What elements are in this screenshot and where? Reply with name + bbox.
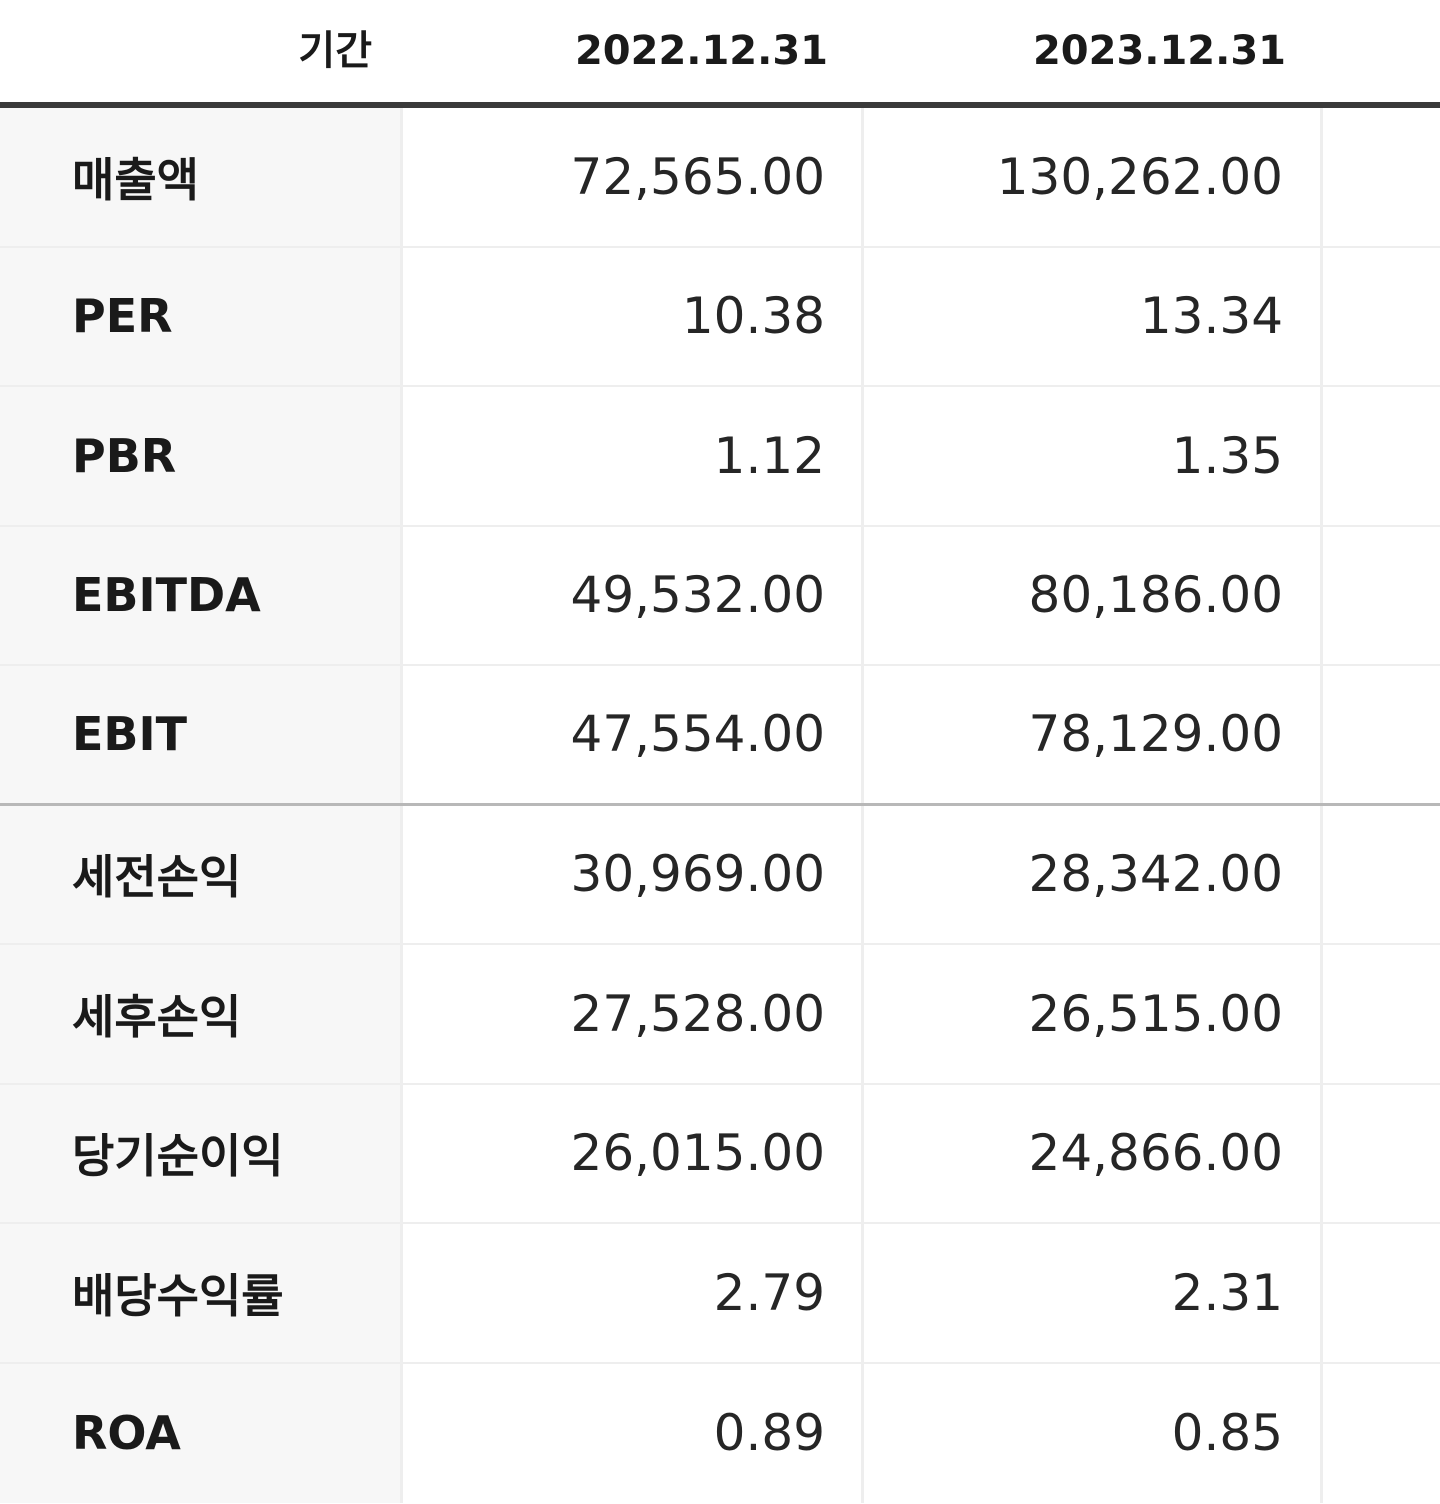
table-row: 당기순이익 26,015.00 24,866.00: [0, 1084, 1440, 1224]
row-value-2022: 10.38: [406, 247, 864, 385]
row-value-2023: 78,129.00: [867, 666, 1323, 803]
row-value-2023: 2.31: [867, 1224, 1323, 1362]
row-extra-cell: [1323, 666, 1440, 803]
row-label: 세전손익: [0, 805, 403, 943]
row-extra-cell: [1323, 108, 1440, 246]
row-extra-cell: [1323, 805, 1440, 943]
table-row: PER 10.38 13.34: [0, 247, 1440, 387]
row-value-2022: 49,532.00: [406, 526, 864, 664]
header-period-label: 기간: [298, 28, 372, 74]
row-value-2022: 26,015.00: [406, 1084, 864, 1222]
row-value-2022: 30,969.00: [406, 805, 864, 943]
row-value-2023: 1.35: [867, 387, 1323, 525]
table-header: 기간 2022.12.31 2023.12.31: [0, 0, 1440, 108]
row-extra-cell: [1323, 247, 1440, 385]
row-label: 당기순이익: [0, 1084, 403, 1222]
row-label: ROA: [0, 1363, 403, 1503]
header-period-2022: 2022.12.31: [574, 28, 828, 74]
row-extra-cell: [1323, 387, 1440, 525]
table-row: 세후손익 27,528.00 26,515.00: [0, 945, 1440, 1085]
table-row: 매출액 72,565.00 130,262.00: [0, 108, 1440, 248]
row-label: 세후손익: [0, 945, 403, 1083]
row-value-2022: 47,554.00: [406, 666, 864, 803]
row-value-2023: 26,515.00: [867, 945, 1323, 1083]
row-value-2023: 0.85: [867, 1363, 1323, 1503]
row-label: 배당수익률: [0, 1224, 403, 1362]
row-value-2023: 130,262.00: [867, 108, 1323, 246]
row-value-2023: 28,342.00: [867, 805, 1323, 943]
row-value-2022: 1.12: [406, 387, 864, 525]
row-value-2023: 24,866.00: [867, 1084, 1323, 1222]
row-value-2023: 80,186.00: [867, 526, 1323, 664]
row-label: 매출액: [0, 108, 403, 246]
row-value-2022: 27,528.00: [406, 945, 864, 1083]
header-period-2023: 2023.12.31: [1032, 28, 1286, 74]
table-row: PBR 1.12 1.35: [0, 387, 1440, 527]
table-row: EBITDA 49,532.00 80,186.00: [0, 526, 1440, 666]
table-row: 세전손익 30,969.00 28,342.00: [0, 805, 1440, 945]
row-label: EBIT: [0, 666, 403, 803]
row-extra-cell: [1323, 945, 1440, 1083]
row-label: PBR: [0, 387, 403, 525]
row-label: PER: [0, 247, 403, 385]
row-value-2022: 0.89: [406, 1363, 864, 1503]
row-extra-cell: [1323, 1224, 1440, 1362]
row-value-2022: 72,565.00: [406, 108, 864, 246]
row-value-2023: 13.34: [867, 247, 1323, 385]
row-extra-cell: [1323, 526, 1440, 664]
row-label: EBITDA: [0, 526, 403, 664]
table-row: 배당수익률 2.79 2.31: [0, 1224, 1440, 1364]
row-value-2022: 2.79: [406, 1224, 864, 1362]
row-extra-cell: [1323, 1084, 1440, 1222]
row-extra-cell: [1323, 1363, 1440, 1503]
table-row: EBIT 47,554.00 78,129.00: [0, 666, 1440, 806]
table-row: ROA 0.89 0.85: [0, 1363, 1440, 1503]
